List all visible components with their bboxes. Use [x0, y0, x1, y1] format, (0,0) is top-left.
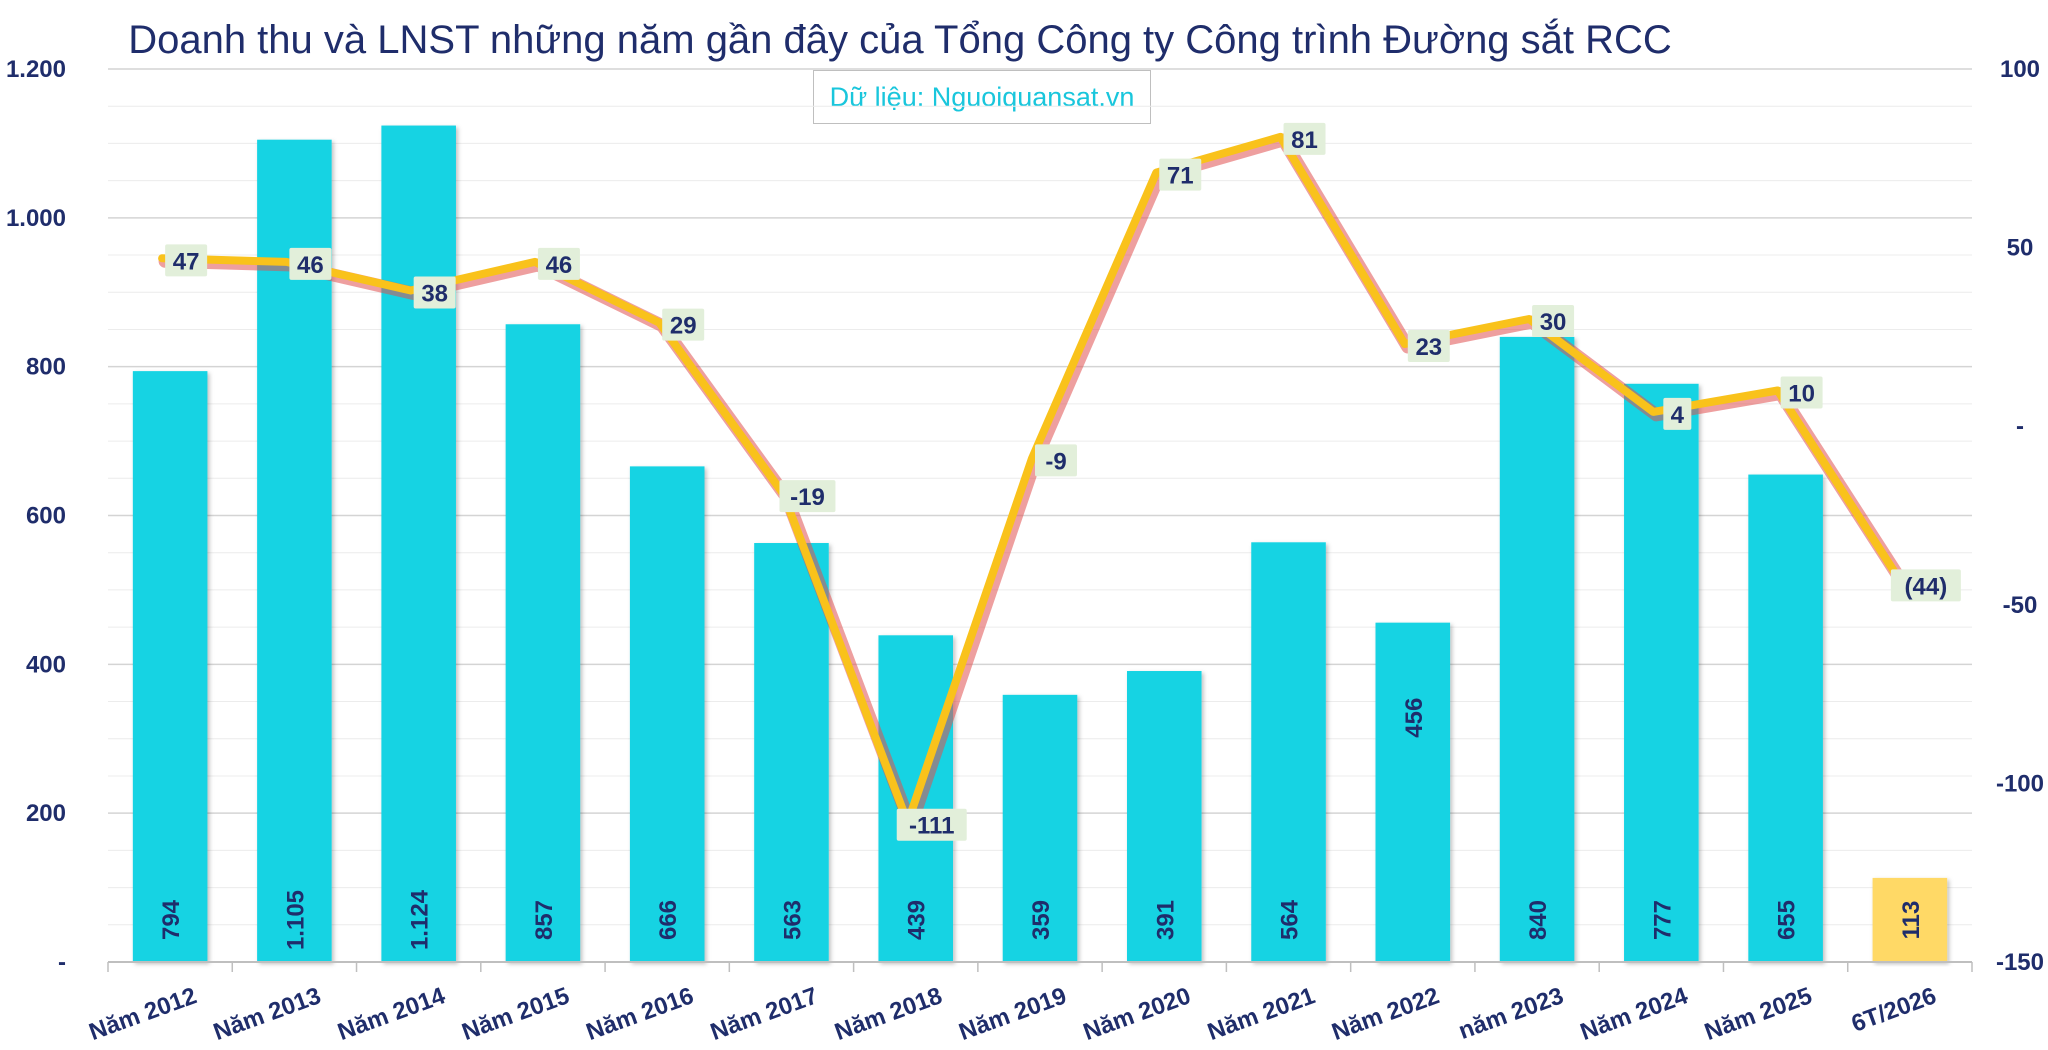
- bar-value-label: 1.105: [282, 890, 309, 950]
- y-right-tick-label: 100: [2000, 56, 2040, 83]
- line-value-label: 29: [670, 313, 697, 340]
- bar: [381, 125, 456, 963]
- line-label-box: [1159, 158, 1202, 191]
- y-right-tick-label: -150: [1996, 949, 2044, 976]
- y-left-tick-label: 600: [26, 503, 66, 530]
- bar-value-label: 666: [655, 900, 682, 940]
- category-label: Năm 2019: [955, 982, 1070, 1046]
- bar-value-label: 391: [1152, 900, 1179, 940]
- category-label: Năm 2025: [1701, 982, 1816, 1046]
- category-label: 6T/2026: [1848, 982, 1940, 1037]
- bar: [629, 466, 705, 962]
- bar: [1872, 877, 1948, 962]
- line-label-box: [1663, 397, 1692, 430]
- bar: [132, 371, 208, 962]
- bar: [1375, 622, 1451, 962]
- category-label: Năm 2018: [831, 982, 946, 1046]
- line-label-box: [1283, 122, 1326, 155]
- category-label: Năm 2022: [1328, 982, 1443, 1046]
- bar-value-label: 777: [1649, 900, 1676, 940]
- bar-value-label: 113: [1898, 901, 1925, 940]
- bar: [1499, 336, 1575, 962]
- line-label-box: [289, 247, 332, 280]
- line-label-box: [779, 480, 836, 513]
- bar-value-label: 439: [904, 900, 931, 940]
- bar-value-label: 359: [1028, 900, 1055, 940]
- y-left-tick-label: -: [58, 949, 66, 976]
- line-value-label: 30: [1540, 309, 1567, 336]
- y-left-tick-label: 200: [26, 800, 66, 827]
- line-value-label: -111: [909, 813, 954, 840]
- bar-value-label: 655: [1774, 900, 1801, 940]
- bar: [1748, 474, 1823, 962]
- bar-value-label: 563: [779, 900, 806, 940]
- line-label-box: [1035, 444, 1077, 477]
- line-value-label: 47: [173, 248, 200, 275]
- line-value-label: 23: [1415, 334, 1442, 361]
- line-value-label: (44): [1905, 573, 1948, 600]
- y-right-tick-label: 50: [2007, 235, 2034, 262]
- data-source-box: Dữ liệu: Nguoiquansat.vn: [813, 70, 1151, 124]
- line-label-box: [1532, 305, 1575, 338]
- category-label: Năm 2013: [210, 982, 325, 1046]
- line-label-box: [1407, 330, 1450, 363]
- category-label: Năm 2020: [1080, 982, 1195, 1046]
- line-value-label: 46: [546, 252, 573, 279]
- bar: [505, 324, 581, 963]
- category-label: Năm 2016: [583, 982, 698, 1046]
- line-label-box: [1780, 376, 1823, 409]
- line-label-box: [662, 308, 705, 341]
- line-label-box: [896, 808, 967, 841]
- y-right-tick-label: -: [2016, 413, 2024, 440]
- category-label: Năm 2024: [1577, 982, 1692, 1046]
- bar-value-label: 564: [1277, 899, 1304, 940]
- category-label: Năm 2012: [86, 982, 201, 1046]
- category-label: Năm 2021: [1204, 982, 1319, 1046]
- bar-value-label: 794: [158, 899, 185, 940]
- y-left-tick-label: 800: [26, 354, 66, 381]
- line-value-label: -9: [1045, 448, 1066, 475]
- category-label: Năm 2017: [707, 982, 822, 1046]
- line-value-label: 46: [297, 252, 324, 279]
- bar: [1002, 694, 1078, 962]
- line-value-label: 81: [1291, 127, 1318, 154]
- line-value-label: 4: [1671, 402, 1685, 429]
- line-value-label: -19: [790, 484, 825, 511]
- bar-value-label: 840: [1525, 900, 1552, 940]
- line-value-label: 71: [1167, 163, 1194, 190]
- y-right-tick-label: -100: [1996, 770, 2044, 797]
- line-value-label: 38: [421, 280, 448, 307]
- category-label: Năm 2015: [458, 982, 573, 1046]
- y-left-tick-label: 400: [26, 651, 66, 678]
- bar: [1624, 383, 1699, 963]
- line-label-box: [1890, 569, 1961, 602]
- bar: [1126, 671, 1202, 962]
- bar-value-label: 857: [531, 900, 558, 940]
- category-label: năm 2023: [1455, 982, 1567, 1045]
- bar-value-label: 1.124: [407, 889, 434, 950]
- line-label-box: [413, 276, 456, 309]
- bar: [1251, 542, 1326, 962]
- line-label-box: [165, 244, 208, 277]
- y-left-tick-label: 1.000: [6, 205, 66, 232]
- category-label: Năm 2014: [334, 982, 449, 1046]
- chart-title: Doanh thu và LNST những năm gần đây của …: [128, 18, 1672, 62]
- y-right-tick-label: -50: [2003, 592, 2038, 619]
- bar: [754, 543, 829, 962]
- bar-value-label: 456: [1401, 698, 1428, 738]
- y-left-tick-label: 1.200: [6, 56, 66, 83]
- line-value-label: 10: [1788, 380, 1815, 407]
- line-label-box: [537, 247, 580, 280]
